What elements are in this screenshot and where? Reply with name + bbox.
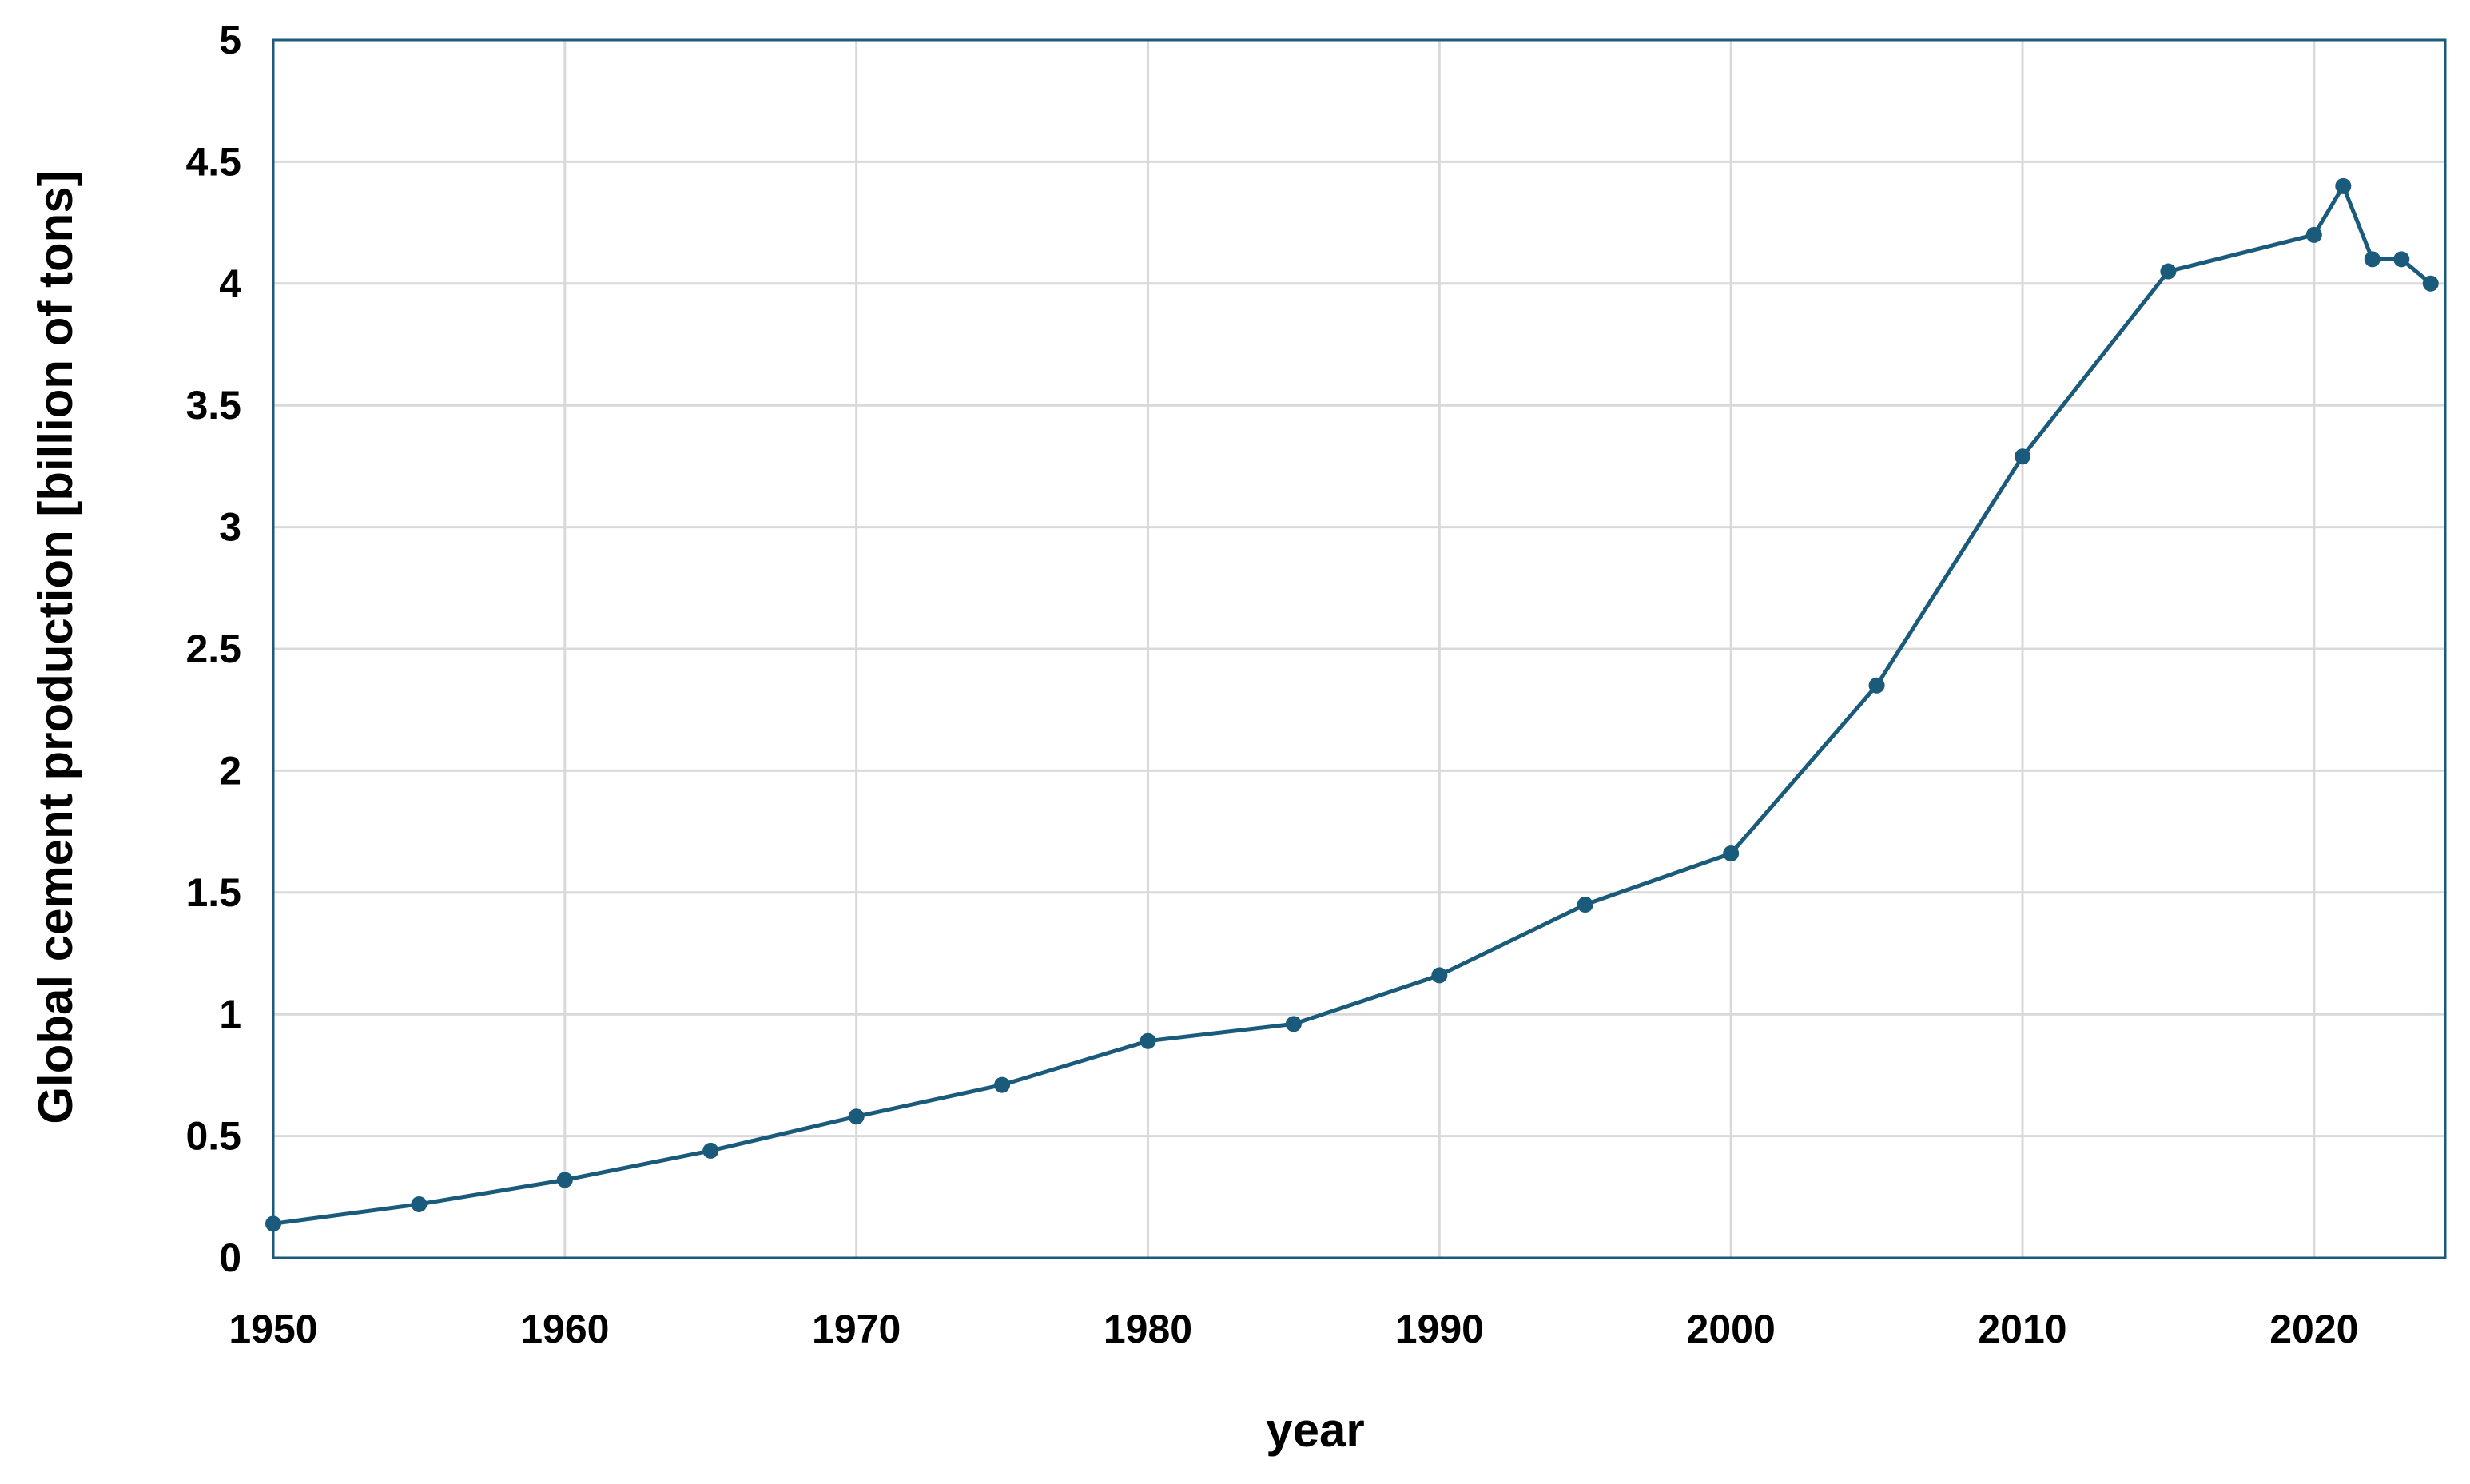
grid-lines [273, 38, 2445, 1258]
y-tick-label: 4 [219, 261, 241, 306]
series-line [272, 184, 2432, 1226]
data-point [2364, 251, 2381, 268]
series-0 [265, 177, 2439, 1232]
data-point [2335, 177, 2352, 194]
data-point [1868, 677, 1885, 694]
y-axis-tick-labels: 0 0.5 1 1.5 2 2.5 3 3.5 4 4.5 5 [185, 18, 241, 1280]
x-tick-label: 1960 [520, 1307, 609, 1351]
x-axis-tick-labels: 1950 1960 1970 1980 1990 2000 2010 2020 [229, 1307, 2358, 1351]
data-point [1431, 967, 1448, 984]
x-tick-label: 1950 [229, 1307, 317, 1351]
data-point [1723, 845, 1740, 862]
x-tick-label: 1970 [812, 1307, 901, 1351]
y-tick-label: 0.5 [185, 1114, 241, 1159]
y-tick-label: 3 [219, 505, 241, 550]
x-tick-label: 2010 [1978, 1307, 2066, 1351]
y-tick-label: 2.5 [185, 627, 241, 671]
series-layer [265, 177, 2439, 1232]
data-point [2160, 263, 2177, 280]
data-point [2422, 275, 2439, 292]
y-tick-label: 3.5 [185, 383, 241, 428]
x-tick-label: 1990 [1395, 1307, 1484, 1351]
data-point [994, 1076, 1011, 1093]
plot-frame [272, 38, 2447, 1259]
y-tick-label: 1 [219, 992, 241, 1036]
x-tick-label: 2020 [2269, 1307, 2358, 1351]
data-point [2393, 251, 2410, 268]
x-tick-label: 2000 [1687, 1307, 1776, 1351]
plot-area-border [272, 38, 2447, 1259]
x-tick-label: 1980 [1104, 1307, 1192, 1351]
y-tick-label: 4.5 [185, 139, 241, 184]
data-point [702, 1142, 719, 1159]
data-point [2305, 226, 2322, 243]
y-tick-label: 2 [219, 748, 241, 793]
y-tick-label: 1.5 [185, 870, 241, 915]
data-point [265, 1215, 281, 1232]
data-point [1577, 897, 1593, 913]
y-axis-title: Global cement production [billion of ton… [29, 170, 82, 1124]
data-point [1285, 1016, 1302, 1032]
data-point [848, 1108, 865, 1125]
data-point [2014, 448, 2030, 465]
data-point [411, 1196, 428, 1212]
y-tick-label: 0 [219, 1235, 241, 1280]
y-tick-label: 5 [219, 18, 241, 62]
x-axis-title: year [1266, 1403, 1364, 1457]
data-point [1140, 1032, 1156, 1049]
data-point [556, 1172, 573, 1188]
